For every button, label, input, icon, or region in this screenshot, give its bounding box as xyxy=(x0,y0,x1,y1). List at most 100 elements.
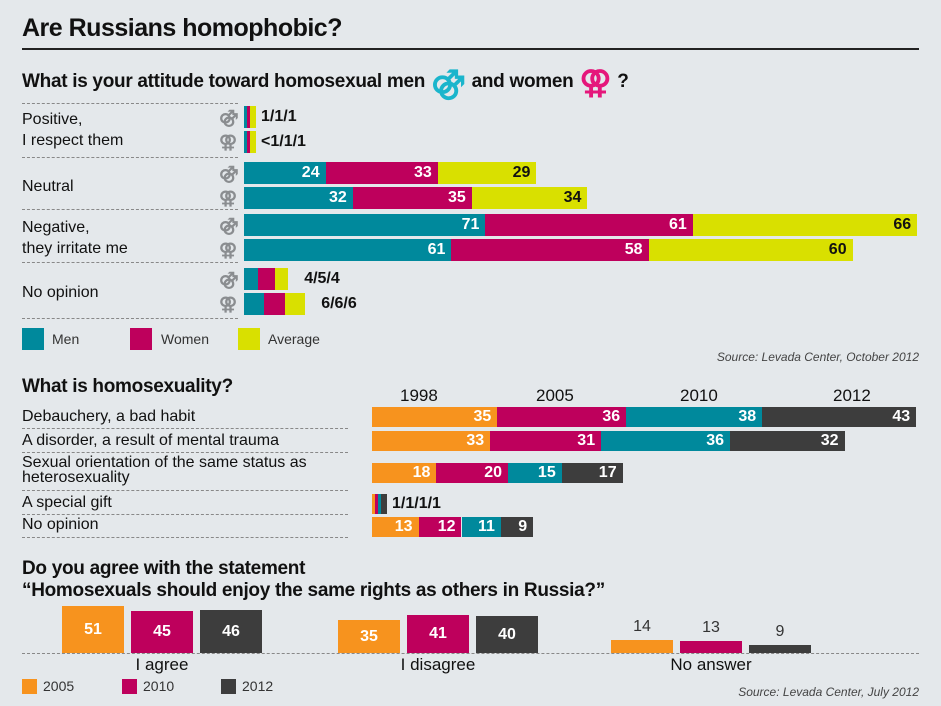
bar-value-label: 13 xyxy=(702,619,720,636)
bar-2012: 46 xyxy=(200,610,262,653)
divider xyxy=(22,514,348,515)
legend-label-women: Women xyxy=(161,331,209,347)
question-middle: and women xyxy=(471,71,574,92)
row-label: Positive, I respect them xyxy=(22,109,123,151)
row-label-line: I respect them xyxy=(22,132,124,149)
divider xyxy=(22,490,348,491)
bar-segment-2005: 36 xyxy=(497,407,627,427)
bar-segment-1998: 35 xyxy=(372,407,498,427)
group-label: I disagree xyxy=(400,655,476,674)
bar-segment-2010: 36 xyxy=(601,431,730,451)
bar-segment-2012: 17 xyxy=(561,463,623,483)
legend-label-2005: 2005 xyxy=(43,678,75,694)
source-note-1: Source: Levada Center, October 2012 xyxy=(716,350,919,364)
row-label: A special gift xyxy=(22,494,112,511)
divider xyxy=(22,428,348,429)
bar-segment-2012: 32 xyxy=(730,431,845,451)
bar-2005: 51 xyxy=(62,606,124,653)
bar-segment-2012 xyxy=(381,494,387,514)
year-label-1998: 1998 xyxy=(400,386,438,405)
divider xyxy=(22,537,348,538)
bar-segment-2010: 11 xyxy=(461,517,501,537)
question-line-2: “Homosexuals should enjoy the same right… xyxy=(22,580,605,601)
legend-label-average: Average xyxy=(268,331,320,347)
bar-segment-1998: 18 xyxy=(372,463,437,483)
year-label-2010: 2010 xyxy=(680,386,718,405)
row-label-line: Negative, xyxy=(22,219,90,236)
row-label-line: they irritate me xyxy=(22,240,128,257)
bar-segment-men: 61 xyxy=(244,239,452,261)
female-couple-icon: ⚢ xyxy=(579,64,612,100)
bar-2005: 35 xyxy=(338,620,400,653)
male-couple-icon: ⚣ xyxy=(431,64,466,100)
year-label-2012: 2012 xyxy=(833,386,871,405)
row-label: Debauchery, a bad habit xyxy=(22,408,196,425)
row-label: Neutral xyxy=(22,176,74,197)
bar-segment-women: 61 xyxy=(485,214,693,236)
legend-label-2012: 2012 xyxy=(242,678,274,694)
legend-swatch-average xyxy=(238,328,260,350)
bar-segment-women: 33 xyxy=(325,162,438,184)
bar-segment-average xyxy=(250,106,256,128)
year-label-2005: 2005 xyxy=(536,386,574,405)
bar-segment-2005: 20 xyxy=(436,463,509,483)
divider xyxy=(22,157,238,158)
bar-segment-2012: 43 xyxy=(762,407,917,427)
legend-swatch-2012 xyxy=(221,679,236,694)
bar-2010: 45 xyxy=(131,611,193,653)
bar-segment-average: 34 xyxy=(471,187,588,209)
legend-label-men: Men xyxy=(52,331,80,347)
bar-2010: 41 xyxy=(407,615,469,653)
bar-segment-women xyxy=(257,268,275,290)
legend-swatch-women xyxy=(130,328,152,350)
bar-segment-average: 66 xyxy=(692,214,918,236)
bar-value-label: 1/1/1/1 xyxy=(392,495,441,512)
bar-segment-men xyxy=(244,293,265,315)
divider xyxy=(22,103,238,104)
divider xyxy=(22,262,238,263)
legend-swatch-men xyxy=(22,328,44,350)
row-label: Negative, they irritate me xyxy=(22,217,128,259)
bar-segment-women xyxy=(264,293,285,315)
divider xyxy=(22,318,238,319)
legend-swatch-2010 xyxy=(122,679,137,694)
bar-value-label: 1/1/1 xyxy=(261,108,297,125)
bar-segment-average xyxy=(274,268,289,290)
bar-segment-2010: 38 xyxy=(626,407,763,427)
bar-segment-1998: 13 xyxy=(372,517,419,537)
male-couple-icon: ⚣ xyxy=(219,107,239,127)
bar-segment-women: 35 xyxy=(352,187,472,209)
row-label-line: Neutral xyxy=(22,178,74,195)
baseline xyxy=(22,653,919,654)
bar-segment-2010: 15 xyxy=(508,463,562,483)
source-note-2: Source: Levada Center, July 2012 xyxy=(738,685,919,699)
bar-2005 xyxy=(611,640,673,653)
bar-2010 xyxy=(680,641,742,653)
page-title: Are Russians homophobic? xyxy=(22,14,342,42)
bar-2012: 40 xyxy=(476,616,538,653)
bar-value-label: 9 xyxy=(775,623,785,640)
female-couple-icon: ⚢ xyxy=(219,188,238,208)
bar-segment-1998: 33 xyxy=(372,431,491,451)
legend-label-2010: 2010 xyxy=(143,678,175,694)
bar-segment-men: 71 xyxy=(244,214,486,236)
bar-2012 xyxy=(749,645,811,653)
question-line-1: Do you agree with the statement xyxy=(22,558,306,579)
female-couple-icon: ⚢ xyxy=(219,132,238,152)
legend-swatch-2005 xyxy=(22,679,37,694)
bar-segment-2012: 9 xyxy=(500,517,534,537)
group-label: No answer xyxy=(670,655,752,674)
question-suffix: ? xyxy=(617,71,629,92)
row-label: No opinion xyxy=(22,282,99,303)
bar-value-label: 6/6/6 xyxy=(321,295,357,312)
row-label: A disorder, a result of mental trauma xyxy=(22,432,280,449)
bar-segment-men xyxy=(244,268,258,290)
bar-segment-average: 60 xyxy=(648,239,853,261)
female-couple-icon: ⚢ xyxy=(219,294,238,314)
section2-question: What is homosexuality? xyxy=(22,376,233,397)
section3-question: Do you agree with the statement “Homosex… xyxy=(22,558,605,602)
row-label-line: No opinion xyxy=(22,284,99,301)
title-rule xyxy=(22,48,919,50)
bar-segment-average xyxy=(284,293,306,315)
divider xyxy=(22,209,238,210)
